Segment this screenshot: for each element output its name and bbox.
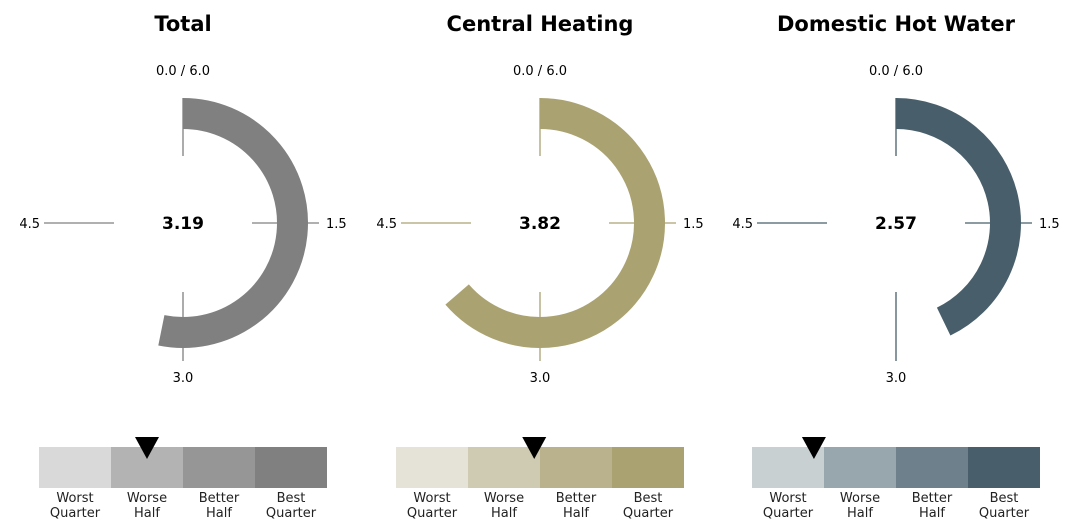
tick-label-top: 0.0 / 6.0 <box>513 64 567 79</box>
quartile-segment <box>183 447 255 488</box>
quartile-label: Worse <box>127 491 167 506</box>
gauge-center-value: 3.19 <box>162 214 204 234</box>
gauge-panel: Central Heating 0.0 / 6.0 1.5 3.0 4.5 3.82 Wor… <box>376 12 703 521</box>
quartile-label: Best <box>277 491 306 506</box>
quartile-label: Better <box>556 491 597 506</box>
quartile-segment <box>255 447 327 488</box>
quartile-label: Half <box>563 506 589 521</box>
tick-label-left: 4.5 <box>19 217 40 232</box>
tick-label-bottom: 3.0 <box>530 371 551 386</box>
gauge-value-arc <box>158 98 308 348</box>
gauge-value-arc <box>895 98 1021 336</box>
chart-title: Domestic Hot Water <box>777 12 1016 36</box>
quartile-label: Worst <box>769 491 806 506</box>
quartile-label: Half <box>134 506 160 521</box>
quartile-label: Quarter <box>266 506 317 521</box>
tick-label-top: 0.0 / 6.0 <box>869 64 923 79</box>
tick-label-top: 0.0 / 6.0 <box>156 64 210 79</box>
quartile-label: Better <box>199 491 240 506</box>
quartile-label: Half <box>206 506 232 521</box>
chart-title: Total <box>154 12 211 36</box>
quartile-label: Quarter <box>623 506 674 521</box>
quartile-label: Half <box>491 506 517 521</box>
tick-label-right: 1.5 <box>326 217 347 232</box>
position-marker <box>522 437 547 459</box>
quartile-label: Worst <box>413 491 450 506</box>
quartile-label: Worse <box>840 491 880 506</box>
tick-label-right: 1.5 <box>1039 217 1060 232</box>
tick-label-bottom: 3.0 <box>886 371 907 386</box>
quartile-label: Half <box>847 506 873 521</box>
quartile-segment <box>896 447 968 488</box>
position-marker <box>801 437 826 459</box>
quartile-segment <box>396 447 468 488</box>
quartile-segment <box>968 447 1040 488</box>
quartile-label: Quarter <box>407 506 458 521</box>
quartile-label: Best <box>990 491 1019 506</box>
quartile-label: Quarter <box>50 506 101 521</box>
quartile-label: Worse <box>484 491 524 506</box>
quartile-segment <box>824 447 896 488</box>
position-marker <box>135 437 159 459</box>
quartile-label: Worst <box>56 491 93 506</box>
gauge-value-arc <box>445 98 665 348</box>
tick-label-bottom: 3.0 <box>173 371 194 386</box>
quartile-label: Quarter <box>763 506 814 521</box>
quartile-segment <box>612 447 684 488</box>
quartile-label: Better <box>912 491 953 506</box>
tick-label-left: 4.5 <box>376 217 397 232</box>
quartile-segment <box>39 447 111 488</box>
tick-label-left: 4.5 <box>732 217 753 232</box>
quartile-label: Half <box>919 506 945 521</box>
gauge-center-value: 3.82 <box>519 214 561 234</box>
gauge-panel: Domestic Hot Water 0.0 / 6.0 1.5 3.0 4.5 2.57… <box>732 12 1059 521</box>
tick-label-right: 1.5 <box>683 217 704 232</box>
gauge-center-value: 2.57 <box>875 214 917 234</box>
chart-title: Central Heating <box>447 12 634 36</box>
quartile-segment <box>540 447 612 488</box>
quartile-segment <box>468 447 540 488</box>
quartile-label: Best <box>634 491 663 506</box>
quartile-label: Quarter <box>979 506 1030 521</box>
